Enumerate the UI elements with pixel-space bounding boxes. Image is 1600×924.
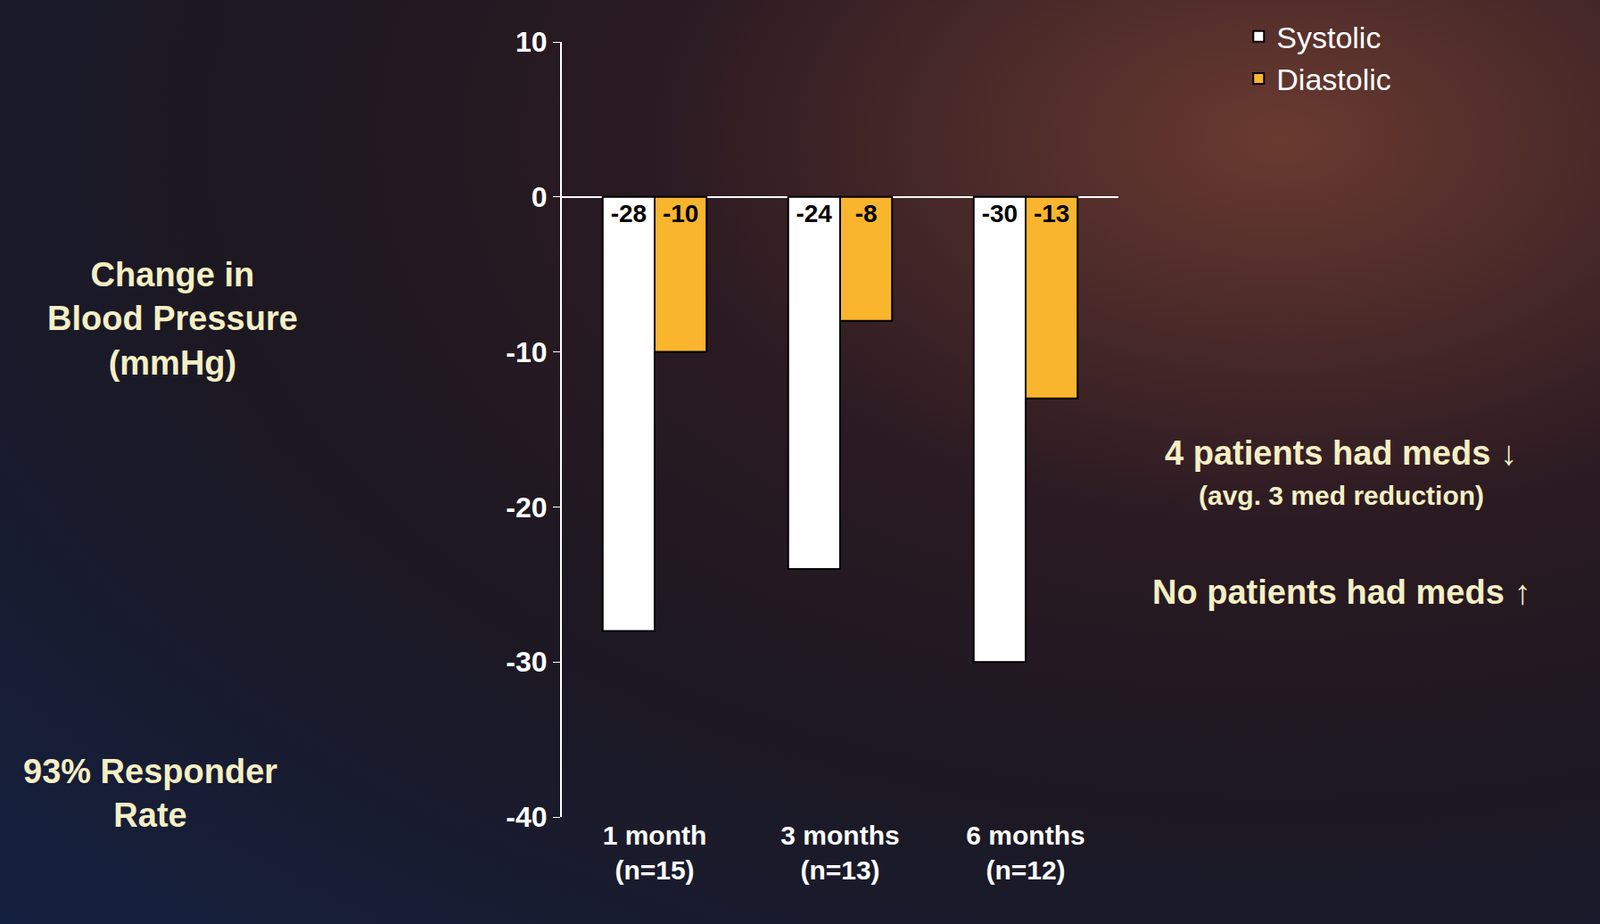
svg-text:4 patients had meds ↓: 4 patients had meds ↓ (1164, 434, 1518, 472)
svg-text:3 months(n=13): 3 months(n=13) (780, 820, 899, 885)
svg-text:(avg. 3 med reduction): (avg. 3 med reduction) (1198, 480, 1485, 511)
svg-text:-20: -20 (505, 491, 547, 524)
svg-text:93% ResponderRate: 93% ResponderRate (23, 752, 278, 834)
svg-text:Diastolic: Diastolic (1276, 62, 1391, 97)
svg-text:-10: -10 (505, 336, 547, 369)
svg-text:-8: -8 (855, 199, 878, 228)
svg-text:-24: -24 (795, 199, 833, 228)
svg-text:Change inBlood Pressure(mmHg): Change inBlood Pressure(mmHg) (47, 255, 298, 382)
svg-text:-10: -10 (662, 199, 699, 228)
svg-text:-28: -28 (610, 199, 647, 228)
svg-text:Systolic: Systolic (1276, 20, 1381, 55)
svg-text:No patients had meds ↑: No patients had meds ↑ (1152, 573, 1531, 611)
svg-text:-30: -30 (981, 199, 1018, 228)
svg-text:10: 10 (515, 25, 548, 58)
svg-text:-40: -40 (505, 800, 547, 833)
svg-text:1 month(n=15): 1 month(n=15) (602, 820, 708, 885)
svg-text:-13: -13 (1033, 199, 1070, 228)
svg-text:0: 0 (531, 181, 548, 214)
svg-text:6 months(n=12): 6 months(n=12) (965, 820, 1085, 885)
svg-text:-30: -30 (505, 645, 547, 678)
